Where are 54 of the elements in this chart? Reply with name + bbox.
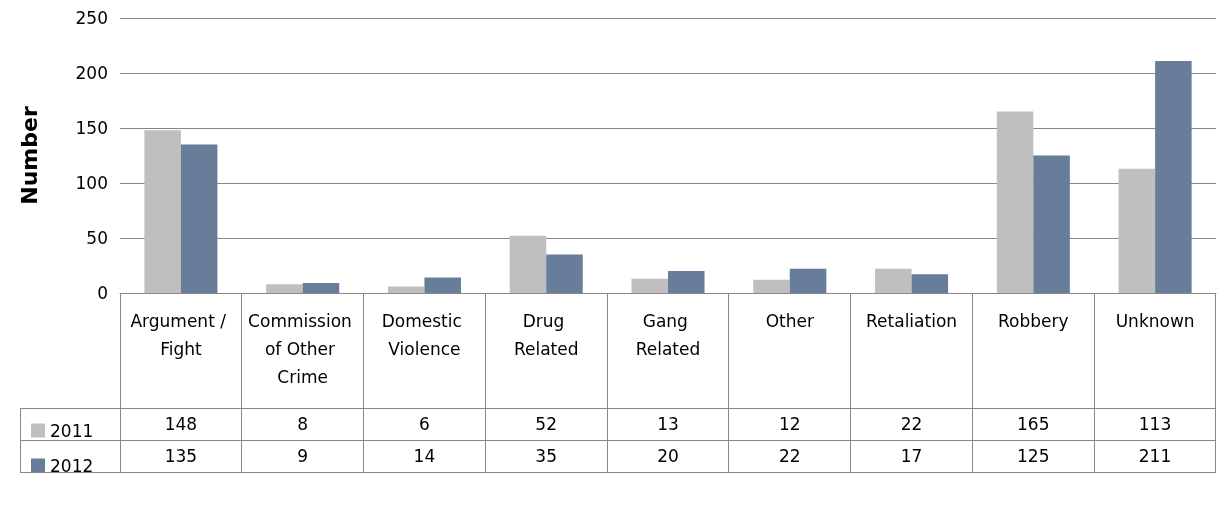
bar [509, 235, 547, 293]
data-label: 52 [485, 408, 608, 440]
x-tick-label: Other [765, 311, 814, 331]
bar [789, 268, 827, 293]
data-label: 165 [972, 408, 1095, 440]
bar [266, 284, 303, 293]
data-label: 6 [363, 408, 486, 440]
x-tick-label: Domestic Violence [381, 311, 468, 359]
data-label: 20 [607, 440, 729, 472]
data-label: 12 [728, 408, 851, 440]
x-tick-label: Unknown [1115, 311, 1195, 331]
x-tick-label: Argument / Fight [130, 311, 232, 359]
y-tick-label: 0 [97, 283, 108, 303]
bar [180, 144, 218, 293]
data-label: 113 [1094, 408, 1216, 440]
bar [144, 130, 181, 293]
data-label: 135 [120, 440, 242, 472]
data-label: 211 [1094, 440, 1216, 472]
bar [1155, 60, 1192, 293]
data-label: 125 [972, 440, 1095, 472]
bar [387, 286, 425, 293]
data-label: 22 [728, 440, 851, 472]
x-tick-label: Drug Related [513, 311, 579, 359]
data-label: 9 [241, 440, 364, 472]
data-label: 148 [120, 408, 242, 440]
legend-label: 2012 [50, 455, 94, 476]
data-label: 22 [850, 408, 973, 440]
bar [911, 274, 949, 293]
data-label: 14 [363, 440, 486, 472]
y-tick-label: 200 [75, 63, 108, 83]
y-tick-label: 150 [75, 118, 108, 138]
x-tick-label: Commission of Other Crime [248, 311, 358, 387]
y-tick-label: 250 [75, 8, 108, 28]
bar [875, 268, 912, 293]
bar [424, 277, 461, 293]
data-label: 17 [850, 440, 973, 472]
bar [668, 271, 705, 293]
bar [546, 254, 583, 293]
bar [1033, 155, 1070, 293]
x-tick-label: Gang Related [635, 311, 701, 359]
data-label: 35 [485, 440, 608, 472]
bar [996, 111, 1034, 293]
bar [753, 279, 790, 293]
bar [302, 283, 340, 293]
legend-label: 2011 [50, 420, 94, 441]
bar [1118, 168, 1156, 293]
x-tick-label: Robbery [998, 311, 1069, 331]
x-tick-label: Retaliation [866, 311, 958, 331]
data-label: 13 [607, 408, 729, 440]
data-label: 8 [241, 408, 364, 440]
y-axis-title: Number [16, 106, 42, 205]
bar [631, 278, 668, 293]
y-tick-label: 50 [86, 228, 108, 248]
y-tick-label: 100 [75, 173, 108, 193]
